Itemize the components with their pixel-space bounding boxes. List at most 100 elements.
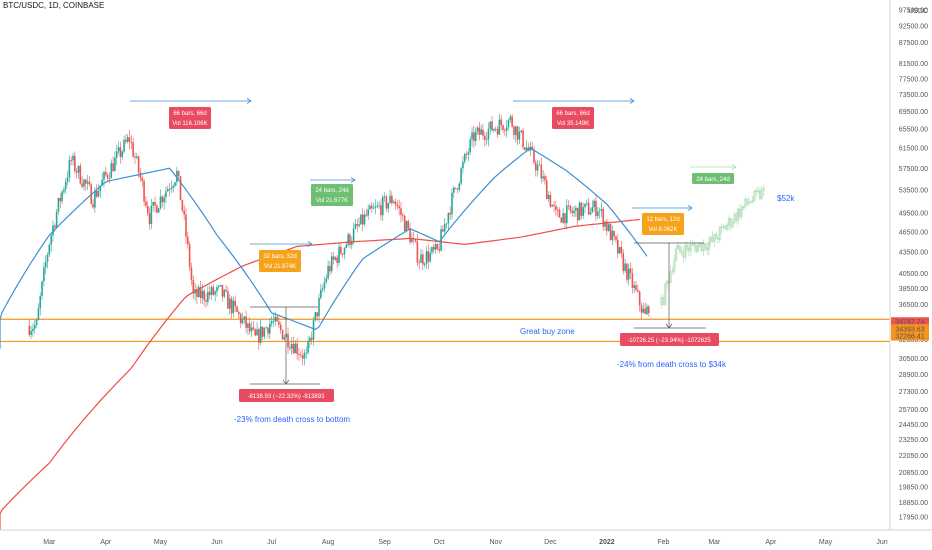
candle-body	[320, 289, 322, 298]
fast-moving-average-line	[0, 147, 648, 349]
candle-body	[292, 343, 295, 354]
candle-body	[350, 240, 353, 245]
price-tick-label: 36500.00	[899, 302, 928, 309]
candle-body	[535, 162, 537, 171]
candle-body	[482, 129, 484, 136]
candle-body	[163, 197, 165, 203]
candle-body	[591, 207, 594, 213]
month-tick-label: May	[819, 539, 833, 546]
candle-body	[449, 213, 451, 215]
candle-body	[168, 188, 171, 190]
candle-body	[487, 128, 490, 140]
candle-body	[531, 146, 533, 150]
candle-body	[63, 189, 65, 192]
candle-body	[471, 132, 473, 140]
candle-body	[106, 174, 109, 179]
candle-body	[145, 201, 147, 206]
candle-body	[443, 223, 446, 232]
candle-body	[389, 195, 391, 204]
range-box-24d-2	[692, 173, 734, 184]
candle-body	[135, 156, 138, 158]
candle-body	[469, 139, 472, 153]
candle-body	[422, 254, 424, 265]
candle-body	[507, 119, 510, 128]
candle-body	[576, 207, 579, 221]
candle-body	[405, 221, 408, 231]
projection-body	[718, 227, 721, 240]
candle-body	[66, 177, 69, 182]
month-tick-label: Jul	[267, 539, 276, 546]
candle-body	[341, 253, 344, 255]
candle-body	[391, 195, 393, 204]
candle-body	[567, 205, 570, 207]
candle-body	[207, 291, 209, 302]
candle-body	[103, 172, 105, 180]
candle-body	[607, 224, 610, 231]
candle-body	[48, 244, 51, 255]
candle-body	[345, 244, 348, 248]
candle-body	[445, 223, 448, 225]
candle-body	[225, 289, 227, 292]
candle-body	[95, 190, 98, 197]
price-tick-label: 87500.00	[899, 40, 928, 47]
candle-body	[380, 205, 382, 216]
range-arrow-24d-2-head	[731, 164, 737, 170]
candle-body	[57, 197, 60, 213]
projection-body	[704, 243, 707, 249]
projection-body	[762, 188, 765, 191]
candle-body	[600, 208, 603, 211]
candle-body	[595, 200, 597, 217]
candle-body	[615, 236, 617, 240]
candle-body	[429, 252, 431, 262]
range-box-32d-text: Vol 21.874K	[264, 264, 296, 270]
candle-body	[627, 268, 630, 280]
candle-body	[330, 256, 333, 272]
candle-body	[323, 282, 326, 289]
month-tick-label: Apr	[765, 539, 777, 546]
price-tick-label: 18850.00	[899, 500, 928, 507]
candle-body	[626, 263, 628, 280]
price-tick-label: 40500.00	[899, 271, 928, 278]
month-tick-label: Jun	[876, 539, 887, 546]
candle-body	[458, 183, 461, 190]
candle-body	[230, 298, 233, 314]
candle-body	[336, 257, 339, 263]
candle-body	[316, 312, 318, 317]
month-tick-label: Oct	[434, 539, 445, 546]
candle-body	[456, 188, 459, 190]
note-death-cross-bottom: -23% from death cross to bottom	[234, 415, 350, 424]
range-box-66d-2-text: Vol 35.149K	[557, 121, 589, 127]
candle-body	[86, 181, 89, 184]
range-arrow-24d-1-head	[350, 177, 356, 183]
month-tick-label: Apr	[100, 539, 112, 546]
candle-body	[307, 341, 309, 353]
candle-body	[121, 151, 124, 157]
candle-body	[369, 205, 371, 210]
candle-body	[540, 164, 543, 179]
candle-body	[372, 207, 375, 209]
candle-body	[238, 311, 240, 315]
slow-moving-average-line	[0, 218, 640, 530]
candle-body	[243, 316, 246, 319]
candle-body	[110, 163, 113, 179]
candle-body	[402, 215, 404, 216]
candle-body	[176, 170, 178, 183]
candle-body	[156, 205, 158, 213]
candle-body	[332, 256, 335, 260]
candle-body	[114, 157, 116, 172]
range-box-24d-2-text: 24 bars, 24d	[696, 177, 729, 183]
candle-body	[84, 179, 87, 184]
candle-body	[228, 298, 231, 309]
candle-body	[431, 247, 433, 253]
projection-body	[760, 189, 763, 199]
candle-body	[494, 128, 497, 130]
candle-body	[411, 238, 413, 243]
candle-body	[498, 119, 501, 135]
candle-body	[64, 181, 67, 190]
price-axis-unit-label: USDC	[908, 8, 928, 15]
candle-body	[547, 194, 550, 200]
candle-body	[516, 126, 519, 140]
price-tick-label: 43500.00	[899, 249, 928, 256]
month-tick-label: Sep	[378, 539, 391, 546]
